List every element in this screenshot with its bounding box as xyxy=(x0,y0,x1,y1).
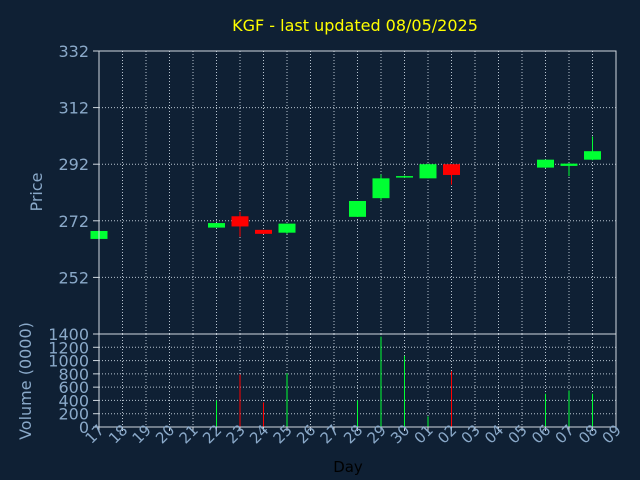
price-grid xyxy=(98,50,617,334)
candle-body xyxy=(584,151,601,160)
volume-tick-label: 600 xyxy=(58,378,89,397)
volume-tick-label: 400 xyxy=(58,391,89,410)
chart-title: KGF - last updated 08/05/2025 xyxy=(232,16,478,35)
candle-body xyxy=(443,164,460,175)
candle-body xyxy=(231,216,249,227)
price-tick-label: 292 xyxy=(58,155,89,174)
x-axis-ticks: 1718192021222324252627282930010203040506… xyxy=(82,421,625,447)
volume-tick-label: 800 xyxy=(58,365,89,384)
price-tick-label: 312 xyxy=(58,99,89,118)
volume-tick-label: 1000 xyxy=(48,352,89,371)
volume-tick-label: 200 xyxy=(58,405,89,424)
candle-body xyxy=(349,200,366,217)
price-panel: 252 272 292 312 332 Price xyxy=(27,42,617,335)
x-axis-label: Day xyxy=(333,458,363,476)
volume-y-label: Volume (0000) xyxy=(16,322,35,440)
candle-body xyxy=(560,163,578,166)
candle-body xyxy=(372,178,390,199)
price-tick-label: 332 xyxy=(58,42,89,61)
candle-body xyxy=(278,223,296,233)
price-tick-label: 252 xyxy=(58,268,89,287)
price-y-ticks: 252 272 292 312 332 xyxy=(58,42,99,287)
candle-body xyxy=(419,164,437,179)
price-y-label: Price xyxy=(27,172,46,211)
volume-bars xyxy=(216,336,593,427)
volume-tick-label: 1200 xyxy=(48,338,89,357)
candle-body xyxy=(255,229,272,234)
candle-body xyxy=(396,176,413,178)
volume-tick-label: 0 xyxy=(79,418,89,437)
price-tick-label: 272 xyxy=(58,212,89,231)
volume-tick-label: 1400 xyxy=(48,325,89,344)
candle-body xyxy=(537,159,554,168)
candle-body xyxy=(208,223,225,228)
